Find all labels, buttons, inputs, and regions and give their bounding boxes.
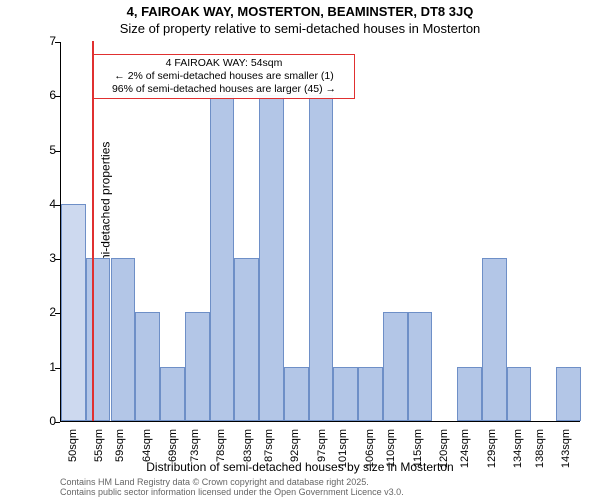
histogram-bar: [86, 258, 111, 421]
y-tick-label: 4: [16, 197, 56, 211]
x-tick-label: 83sqm: [242, 429, 254, 469]
x-tick-label: 138sqm: [534, 429, 546, 469]
y-tick-label: 6: [16, 88, 56, 102]
histogram-bar: [358, 367, 383, 421]
x-tick-label: 101sqm: [337, 429, 349, 469]
x-tick-label: 110sqm: [385, 429, 397, 469]
x-tick-label: 115sqm: [412, 429, 424, 469]
x-tick-label: 64sqm: [141, 429, 153, 469]
x-tick-label: 134sqm: [512, 429, 524, 469]
x-tick-label: 120sqm: [438, 429, 450, 469]
x-tick-label: 124sqm: [459, 429, 471, 469]
y-tick-label: 5: [16, 143, 56, 157]
x-tick-label: 92sqm: [289, 429, 301, 469]
x-tick-label: 78sqm: [215, 429, 227, 469]
annotation-line-2: ← 2% of semi-detached houses are smaller…: [100, 70, 348, 83]
histogram-bar: [383, 312, 408, 421]
x-tick-label: 50sqm: [67, 429, 79, 469]
x-tick-label: 59sqm: [114, 429, 126, 469]
footer-line-2: Contains public sector information licen…: [60, 488, 404, 498]
histogram-bar: [234, 258, 259, 421]
x-tick-label: 97sqm: [316, 429, 328, 469]
histogram-bar: [482, 258, 507, 421]
histogram-bar: [259, 95, 284, 421]
annotation-line-1: 4 FAIROAK WAY: 54sqm: [100, 57, 348, 70]
histogram-bar: [457, 367, 482, 421]
histogram-bar: [135, 312, 160, 421]
annotation-line-3: 96% of semi-detached houses are larger (…: [100, 83, 348, 96]
y-tick-label: 2: [16, 305, 56, 319]
histogram-bar: [333, 367, 358, 421]
x-tick-label: 69sqm: [167, 429, 179, 469]
y-tick-mark: [55, 42, 60, 43]
histogram-bar: [284, 367, 309, 421]
y-tick-mark: [55, 259, 60, 260]
x-tick-label: 129sqm: [486, 429, 498, 469]
y-tick-mark: [55, 151, 60, 152]
footer-attribution: Contains HM Land Registry data © Crown c…: [60, 478, 404, 498]
y-tick-label: 7: [16, 34, 56, 48]
histogram-bar: [210, 95, 235, 421]
annotation-box: 4 FAIROAK WAY: 54sqm ← 2% of semi-detach…: [93, 54, 355, 99]
y-tick-mark: [55, 368, 60, 369]
x-tick-label: 106sqm: [364, 429, 376, 469]
y-tick-label: 1: [16, 360, 56, 374]
y-tick-mark: [55, 205, 60, 206]
y-tick-mark: [55, 96, 60, 97]
y-tick-mark: [55, 422, 60, 423]
y-tick-label: 0: [16, 414, 56, 428]
title-line-1: 4, FAIROAK WAY, MOSTERTON, BEAMINSTER, D…: [0, 4, 600, 19]
chart-container: 4, FAIROAK WAY, MOSTERTON, BEAMINSTER, D…: [0, 0, 600, 500]
histogram-bar: [408, 312, 433, 421]
x-tick-label: 87sqm: [263, 429, 275, 469]
title-line-2: Size of property relative to semi-detach…: [0, 21, 600, 36]
histogram-bar: [185, 312, 210, 421]
x-tick-label: 143sqm: [560, 429, 572, 469]
y-tick-label: 3: [16, 251, 56, 265]
histogram-bar: [111, 258, 136, 421]
histogram-bar: [507, 367, 532, 421]
histogram-bar: [61, 204, 86, 421]
x-tick-label: 55sqm: [93, 429, 105, 469]
x-tick-label: 73sqm: [189, 429, 201, 469]
y-tick-mark: [55, 313, 60, 314]
histogram-bar: [160, 367, 185, 421]
histogram-bar: [309, 95, 334, 421]
histogram-bar: [556, 367, 581, 421]
